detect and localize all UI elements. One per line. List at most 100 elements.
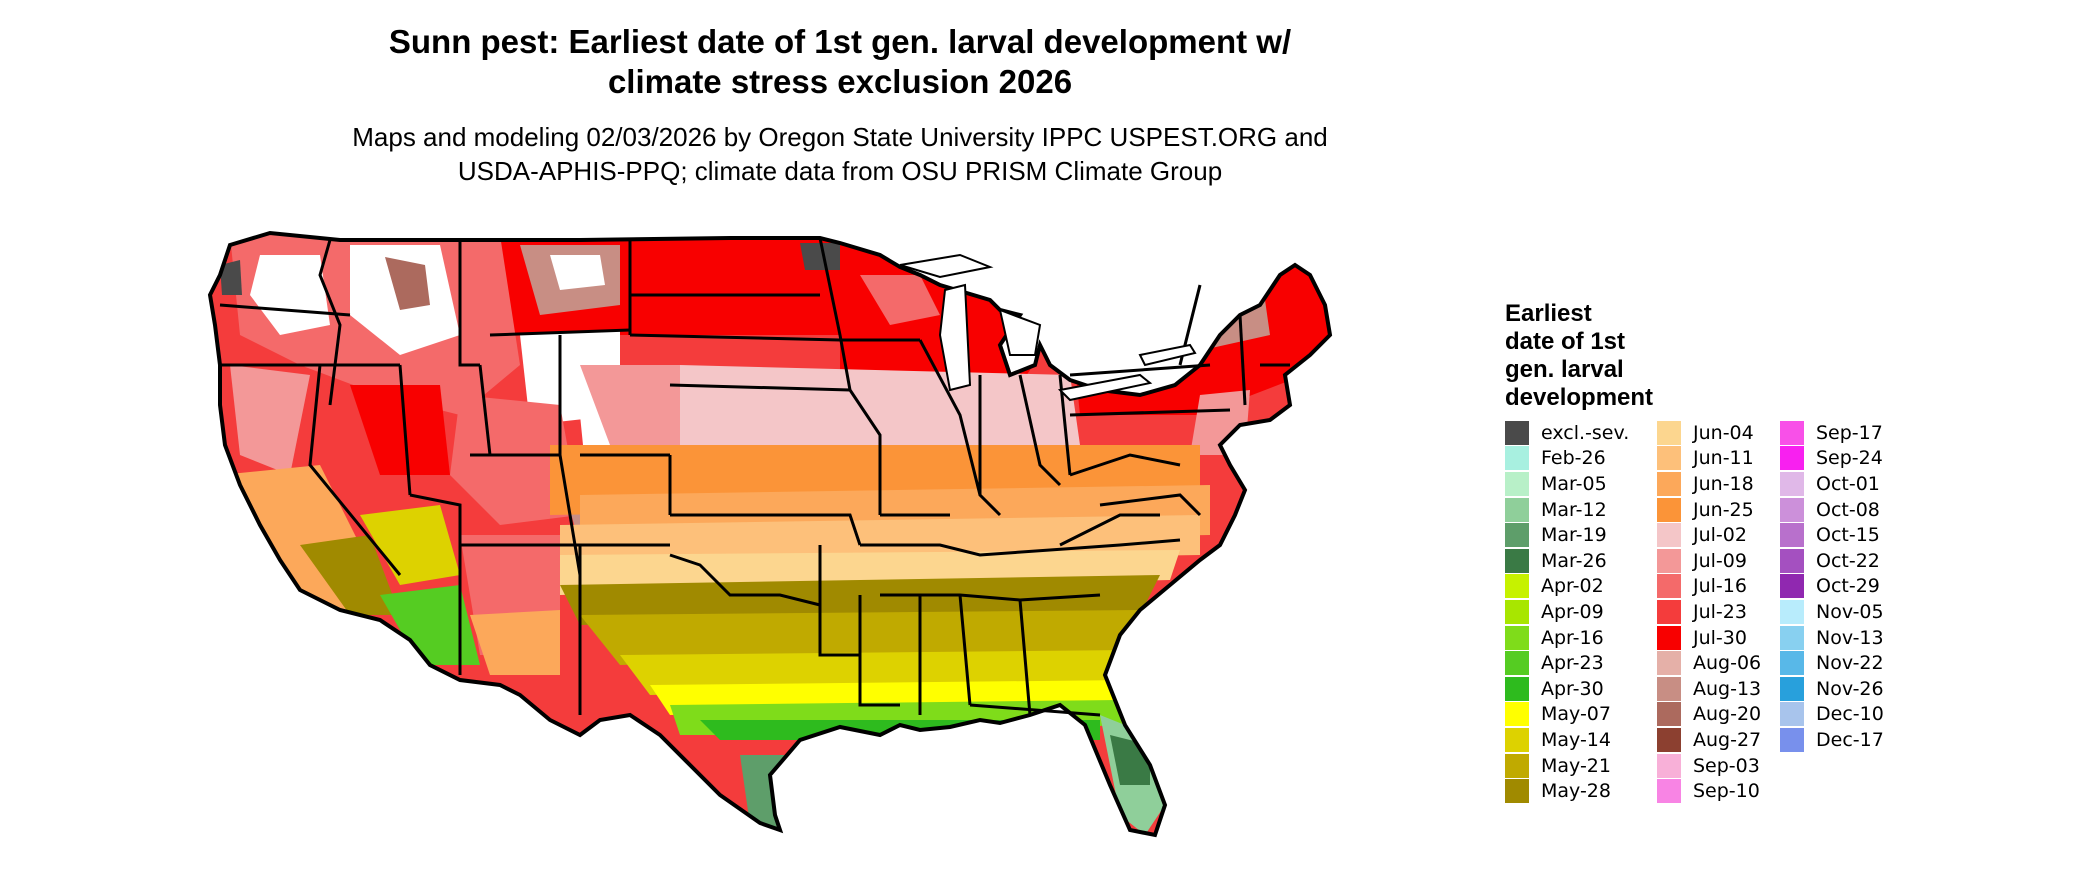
region-jul-16-wisconsin — [860, 275, 940, 325]
legend-label: May-07 — [1541, 703, 1611, 726]
legend-swatch — [1505, 446, 1529, 471]
legend-swatch — [1505, 727, 1529, 752]
legend-label: Jul-09 — [1693, 549, 1747, 572]
lake-huron — [998, 308, 1042, 356]
legend-label: excl.-sev. — [1541, 421, 1630, 444]
legend-label: Oct-22 — [1816, 549, 1880, 572]
legend-label: Nov-05 — [1816, 600, 1884, 623]
legend-label: May-28 — [1541, 780, 1611, 803]
legend-item: Jun-04 — [1657, 420, 1761, 446]
legend-swatch — [1780, 446, 1804, 471]
legend-swatch — [1780, 599, 1804, 624]
legend-label: Sep-17 — [1816, 421, 1883, 444]
map-title-line-1: Sunn pest: Earliest date of 1st gen. lar… — [388, 23, 1292, 60]
legend-item: Aug-06 — [1657, 650, 1761, 676]
legend-swatch — [1657, 651, 1681, 676]
legend-item: Jul-09 — [1657, 548, 1761, 574]
legend-label: Jul-23 — [1693, 600, 1747, 623]
legend-item: Sep-10 — [1657, 778, 1761, 804]
legend-item: Sep-24 — [1780, 446, 1884, 472]
development-date-raster — [210, 233, 1330, 835]
legend-swatch — [1505, 497, 1529, 522]
legend-swatch — [1780, 625, 1804, 650]
legend-item: Nov-05 — [1780, 599, 1884, 625]
region-no-development-montana — [550, 255, 605, 290]
legend-swatch — [1657, 574, 1681, 599]
legend-label: Oct-15 — [1816, 524, 1880, 547]
legend-label: Jun-11 — [1693, 447, 1754, 470]
us-map — [207, 230, 1333, 838]
legend-swatch — [1780, 420, 1804, 445]
legend-swatch — [1657, 471, 1681, 496]
legend-label: Jul-02 — [1693, 524, 1747, 547]
legend-item: Jun-18 — [1657, 471, 1761, 497]
legend-swatch — [1505, 676, 1529, 701]
legend-label: Feb-26 — [1541, 447, 1606, 470]
legend-item: Sep-03 — [1657, 753, 1761, 779]
region-jul-30-nevada — [350, 385, 450, 475]
legend-item: Oct-29 — [1780, 574, 1884, 600]
legend-label: Aug-13 — [1693, 677, 1762, 700]
legend-item: Jul-02 — [1657, 522, 1761, 548]
lake-erie — [1057, 373, 1153, 402]
legend-item: Jul-23 — [1657, 599, 1761, 625]
legend-item: Dec-10 — [1780, 702, 1884, 728]
legend-swatch — [1657, 497, 1681, 522]
region-jul-09-nebraska — [580, 365, 680, 445]
map-legend: Earliest date of 1st gen. larval develop… — [1505, 300, 1884, 804]
legend-item: May-07 — [1505, 702, 1629, 728]
legend-label: Dec-10 — [1816, 703, 1884, 726]
legend-swatch — [1780, 676, 1804, 701]
region-jul-09-oregon-coast — [230, 365, 310, 475]
legend-item: Apr-23 — [1505, 650, 1629, 676]
legend-label: Jun-04 — [1693, 421, 1754, 444]
region-apr-23-arizona — [380, 585, 480, 665]
legend-label: Apr-23 — [1541, 652, 1604, 675]
region-no-development-cascades — [250, 255, 330, 335]
legend-swatch — [1505, 651, 1529, 676]
legend-swatch — [1657, 676, 1681, 701]
legend-swatch — [1657, 702, 1681, 727]
legend-swatch — [1780, 727, 1804, 752]
legend-item: Jul-30 — [1657, 625, 1761, 651]
legend-item: Mar-19 — [1505, 522, 1629, 548]
region-may-28-california — [300, 535, 400, 615]
legend-swatch — [1657, 446, 1681, 471]
legend-label: Aug-20 — [1693, 703, 1762, 726]
legend-item: Dec-17 — [1780, 727, 1884, 753]
legend-swatch — [1657, 625, 1681, 650]
legend-swatch — [1505, 523, 1529, 548]
map-subtitle-line-1: Maps and modeling 02/03/2026 by Oregon S… — [352, 122, 1328, 152]
legend-swatch — [1657, 420, 1681, 445]
legend-item: Jul-16 — [1657, 574, 1761, 600]
legend-item: Nov-22 — [1780, 650, 1884, 676]
lake-superior — [899, 253, 994, 279]
region-jul-16-utah — [450, 395, 580, 525]
legend-item: Jun-11 — [1657, 446, 1761, 472]
legend-label: Nov-22 — [1816, 652, 1884, 675]
legend-swatch — [1505, 420, 1529, 445]
legend-label: Mar-12 — [1541, 498, 1607, 521]
legend-label: Dec-17 — [1816, 728, 1884, 751]
legend-label: Jun-18 — [1693, 472, 1754, 495]
legend-swatch — [1505, 471, 1529, 496]
legend-label: Apr-09 — [1541, 600, 1604, 623]
legend-label: Sep-03 — [1693, 754, 1760, 777]
legend-label: Jul-30 — [1693, 626, 1747, 649]
legend-swatch — [1780, 651, 1804, 676]
legend-swatch — [1780, 497, 1804, 522]
legend-item: Oct-01 — [1780, 471, 1884, 497]
legend-item: Aug-27 — [1657, 727, 1761, 753]
legend-item: Jun-25 — [1657, 497, 1761, 523]
legend-label: Nov-13 — [1816, 626, 1884, 649]
region-excluded-minnesota — [800, 243, 840, 270]
legend-item: Nov-26 — [1780, 676, 1884, 702]
legend-item: Aug-20 — [1657, 702, 1761, 728]
legend-column: Jun-04 Jun-11 Jun-18 Jun-25 Jul-02 Jul-09 Jul-… — [1657, 420, 1761, 804]
map-title: Sunn pest: Earliest date of 1st gen. lar… — [230, 22, 1450, 102]
legend-swatch — [1505, 753, 1529, 778]
legend-swatch — [1657, 523, 1681, 548]
legend-label: Aug-27 — [1693, 728, 1762, 751]
legend-swatch — [1657, 599, 1681, 624]
legend-swatch — [1505, 779, 1529, 804]
